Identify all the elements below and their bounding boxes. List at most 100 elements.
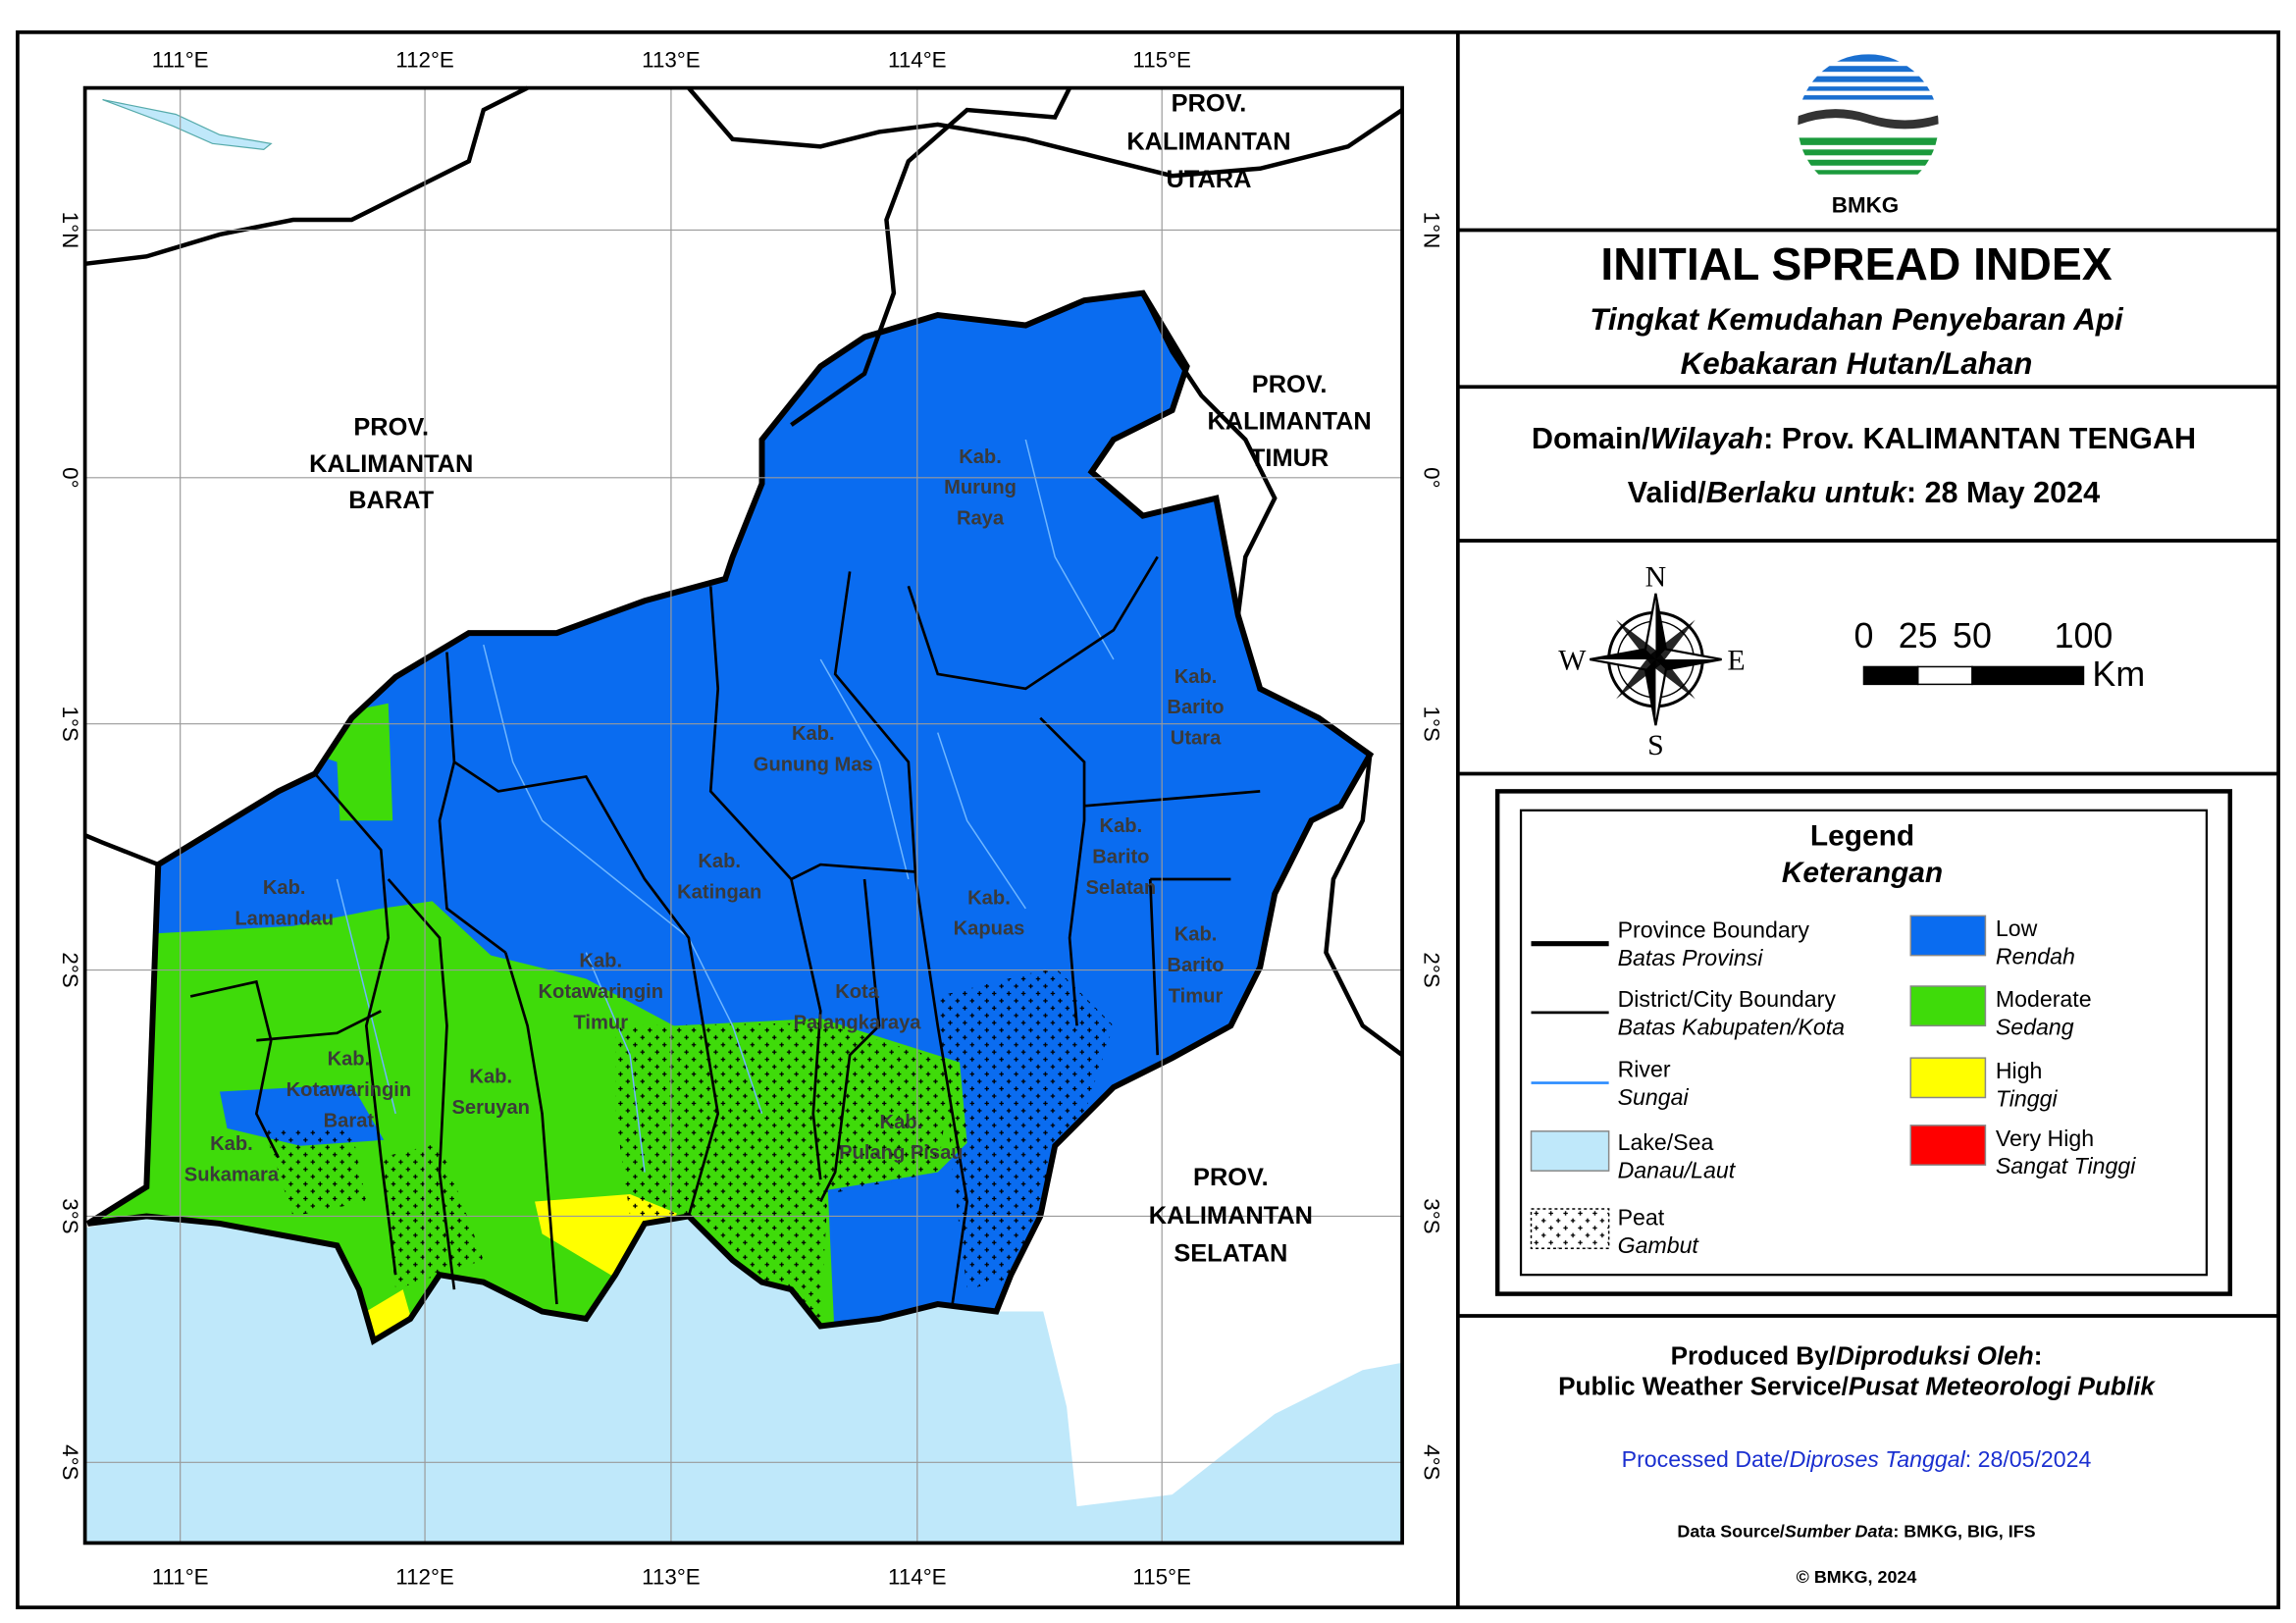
lat-label: 1°S <box>58 707 82 742</box>
peat-area <box>937 967 1114 1290</box>
district-label: Kab. <box>880 1112 923 1133</box>
district-boundary <box>189 555 1261 1305</box>
district-label: Raya <box>957 508 1005 530</box>
processed-label-id: Diproses Tanggal <box>1790 1446 1966 1472</box>
scale-segment <box>1862 665 1919 686</box>
district-label: Kapuas <box>954 918 1025 940</box>
legend-label: River <box>1618 1057 1671 1082</box>
source-label-id: Sumber Data <box>1785 1521 1893 1541</box>
district-label: Lamandau <box>235 908 334 929</box>
lon-label: 111°E <box>152 1564 209 1589</box>
domain-label-id: Wilayah <box>1650 422 1763 455</box>
scale-label: 25 <box>1899 616 1938 655</box>
legend-label-id: Tinggi <box>1996 1085 2059 1111</box>
processed-label: Processed Date/ <box>1622 1446 1791 1472</box>
province-label: TIMUR <box>1250 445 1329 472</box>
district-label: Kota <box>835 981 880 1003</box>
title: INITIAL SPREAD INDEX <box>1600 238 2112 289</box>
province-label: SELATAN <box>1174 1240 1287 1268</box>
produced-label: Produced By/ <box>1671 1340 1836 1370</box>
province-label: PROV. <box>1172 90 1247 118</box>
producer-label-id: Pusat Meteorologi Publik <box>1849 1372 2157 1401</box>
copyright: © BMKG, 2024 <box>1797 1567 1917 1587</box>
lon-label: 111°E <box>152 48 209 73</box>
district-label: Palangkaraya <box>794 1012 922 1033</box>
scale-unit: Km <box>2092 654 2145 694</box>
district-label: Kab. <box>792 723 835 745</box>
lon-label: 113°E <box>642 48 701 73</box>
producer: Public Weather Service/Pusat Meteorologi… <box>1558 1372 2156 1401</box>
district-label: Barat <box>324 1110 375 1131</box>
subtitle: Kebakaran Hutan/Lahan <box>1681 346 2033 381</box>
lat-label: 2°S <box>1419 952 1443 987</box>
axis-labels: 111°E 111°E 112°E 112°E 113°E 113°E 114°E 114°E… <box>58 48 1443 1590</box>
lat-label: 3°S <box>1419 1198 1443 1233</box>
province-label: PROV. <box>1193 1164 1269 1191</box>
lat-label: 1°S <box>1419 707 1443 742</box>
legend-label: District/City Boundary <box>1618 986 1837 1012</box>
subtitle: Tingkat Kemudahan Penyebaran Api <box>1590 302 2124 337</box>
lon-label: 114°E <box>888 1564 947 1589</box>
lat-label: 0° <box>58 467 82 488</box>
legend-label-id: Sedang <box>1996 1014 2074 1039</box>
legend-label-id: Batas Kabupaten/Kota <box>1618 1014 1846 1039</box>
produced-colon: : <box>2034 1340 2043 1370</box>
processed-date: Processed Date/Diproses Tanggal: 28/05/2… <box>1622 1446 2092 1472</box>
district-label: Murung <box>944 477 1017 498</box>
compass: N S E W <box>1558 560 1745 761</box>
district-label: Selatan <box>1086 877 1157 899</box>
district-label: Timur <box>1169 985 1224 1007</box>
district-label: Gunung Mas <box>754 754 873 775</box>
map-labels: PROV. KALIMANTAN UTARA PROV. KALIMANTAN BARAT… <box>184 90 1372 1268</box>
lat-label: 0° <box>1419 467 1443 488</box>
domain-label: Domain/ <box>1532 422 1650 455</box>
lon-label: 115°E <box>1132 1564 1191 1589</box>
scale-label: 50 <box>1953 616 1992 655</box>
province-label: KALIMANTAN <box>1126 128 1290 155</box>
district-label: Kab. <box>1100 815 1143 837</box>
producer-label: Public Weather Service/ <box>1558 1372 1849 1401</box>
valid-value: : 28 May 2024 <box>1906 476 2100 509</box>
district-label: Kab. <box>698 851 741 872</box>
legend-symbol <box>1530 1130 1610 1172</box>
district-label: Kab. <box>1174 924 1218 946</box>
peat-area <box>615 1022 953 1319</box>
legend-label: Peat <box>1618 1204 1665 1230</box>
legend-title: Legend <box>1810 820 1914 853</box>
district-label: Kab. <box>263 877 306 899</box>
lake <box>102 98 273 150</box>
river <box>336 439 1115 1173</box>
district-label: Kab. <box>579 951 622 972</box>
legend-label-id: Sungai <box>1618 1084 1690 1110</box>
scale-segment <box>1916 665 1973 686</box>
legend: Legend Keterangan Province Boundary Batas… <box>1494 789 2233 1296</box>
province-label: PROV. <box>1252 371 1328 398</box>
district-label: Pulang Pisau <box>839 1142 963 1164</box>
district-label: Barito <box>1167 955 1224 976</box>
lat-label: 2°S <box>58 952 82 987</box>
legend-title-id: Keterangan <box>1782 857 1943 889</box>
valid-label-id: Berlaku untuk <box>1706 476 1908 509</box>
province-label: UTARA <box>1167 166 1252 193</box>
district-label: Kab. <box>1174 666 1218 688</box>
legend-label: Province Boundary <box>1618 917 1810 943</box>
district-label: Kab. <box>967 887 1011 909</box>
district-label: Kab. <box>469 1067 512 1088</box>
district-label: Kab. <box>210 1133 253 1155</box>
province-label: PROV. <box>353 414 429 442</box>
logo-text: BMKG <box>1832 193 1899 218</box>
legend-label-id: Rendah <box>1996 944 2075 969</box>
lat-label: 3°S <box>58 1198 82 1233</box>
legend-label-id: Sangat Tinggi <box>1996 1153 2136 1178</box>
district-label: Barito <box>1092 847 1149 868</box>
district-label: Sukamara <box>184 1165 280 1186</box>
district-label: Seruyan <box>452 1097 530 1119</box>
scale-label: 100 <box>2055 616 2113 655</box>
legend-label: High <box>1996 1058 2043 1083</box>
legend-label: Low <box>1996 916 2038 941</box>
legend-swatch <box>1909 1125 1987 1166</box>
produced-label-id: Diproduksi Oleh <box>1836 1340 2034 1370</box>
scale-segment <box>1971 665 2085 686</box>
valid: Valid/Berlaku untuk: 28 May 2024 <box>1628 476 2100 509</box>
